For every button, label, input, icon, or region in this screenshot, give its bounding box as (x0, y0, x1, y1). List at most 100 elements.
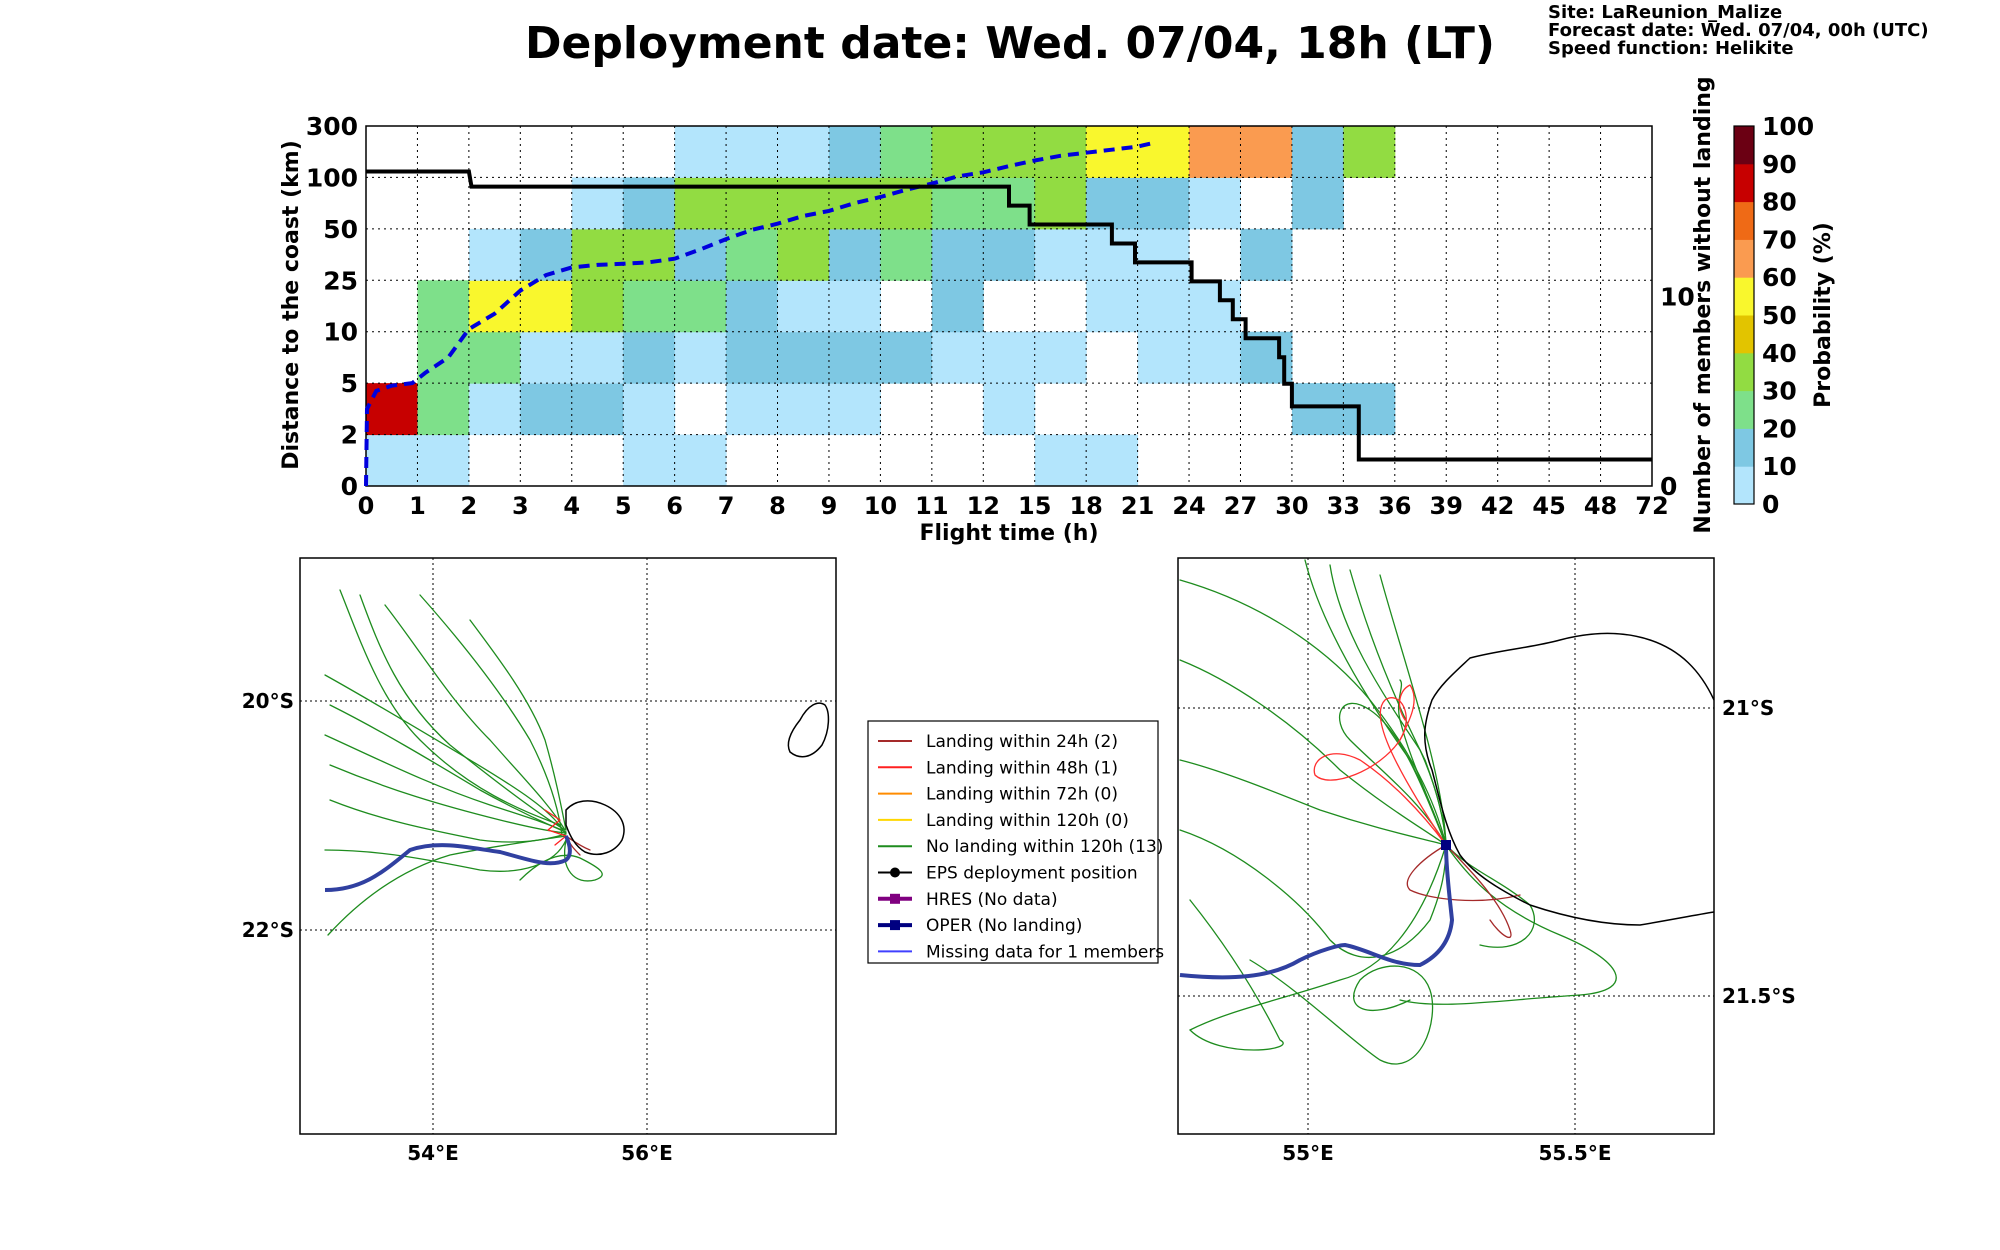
map-left-lon-label: 54°E (407, 1141, 459, 1165)
heatmap-cell (828, 228, 881, 281)
y2-tick-label: 10 (1660, 283, 1695, 312)
heatmap-cell (366, 383, 418, 436)
legend-label: OPER (No landing) (926, 916, 1082, 936)
legend-marker (890, 893, 900, 904)
y-tick-label: 25 (323, 266, 358, 295)
legend-marker (890, 920, 900, 931)
heatmap-cell (880, 228, 933, 281)
x-tick-label: 5 (615, 492, 632, 520)
map-right-deployment-marker (1441, 840, 1451, 850)
heatmap-cell (366, 434, 418, 487)
map-right-lon-label: 55°E (1282, 1141, 1334, 1165)
heatmap-cell (571, 228, 624, 281)
y2-tick-label: 0 (1660, 472, 1677, 501)
colorbar-tick-label: 20 (1762, 414, 1797, 443)
map-left-lon-label: 56°E (621, 1141, 673, 1165)
heatmap-cell (1034, 434, 1087, 487)
map-right-reunion-coastline (1424, 632, 1715, 926)
members-without-landing-line (366, 169, 1652, 462)
heatmap-cell (726, 126, 779, 178)
x-tick-label: 30 (1275, 492, 1308, 520)
heatmap-cell (1189, 126, 1241, 178)
heatmap-cell (520, 383, 573, 436)
map-left-trajectories (324, 589, 603, 936)
heatmap-cell (1034, 331, 1087, 384)
heatmap-cell (520, 228, 573, 281)
legend-label: EPS deployment position (926, 864, 1138, 884)
heatmap-cell (983, 331, 1036, 384)
legend-label: HRES (No data) (926, 890, 1058, 910)
y-tick-label: 2 (341, 421, 358, 450)
map-left-graticule (300, 558, 836, 1134)
map-right-graticule (1178, 558, 1714, 1134)
colorbar-tick-label: 90 (1762, 150, 1797, 179)
heatmap-cell (1240, 126, 1293, 178)
colorbar-bin (1734, 352, 1754, 392)
colorbar-bins (1734, 126, 1754, 505)
y2-tick-labels: 0 10 (1660, 283, 1695, 501)
y-tick-label: 100 (306, 163, 358, 192)
probability-heatmap: 0 1 2 3 4 5 6 7 8 9 10 11 12 15 18 21 24 27 30 33 36 39 42 45 48… (279, 76, 1716, 546)
heatmap-cell (777, 126, 830, 178)
colorbar-tick-label: 40 (1762, 339, 1797, 368)
x-tick-label: 24 (1172, 492, 1205, 520)
x-tick-label: 10 (864, 492, 897, 520)
heatmap-cell (623, 228, 676, 281)
heatmap-cell (726, 228, 779, 281)
x-tick-label: 12 (967, 492, 1000, 520)
heatmap-cell (777, 228, 830, 281)
y-tick-label: 0 (341, 472, 358, 501)
x-tick-label: 27 (1224, 492, 1257, 520)
heatmap-cell (1291, 383, 1344, 436)
legend-label: Missing data for 1 members (926, 942, 1164, 962)
heatmap-cell (1137, 280, 1190, 333)
legend-label: No landing within 120h (13) (926, 837, 1163, 857)
legend-marker (890, 867, 900, 878)
x-tick-label: 36 (1378, 492, 1411, 520)
map-left-lat-label: 22°S (242, 918, 294, 942)
heatmap-cell (1137, 228, 1190, 281)
map-zoom: 21°S 21.5°S 55°E 55.5°E (1177, 557, 1796, 1165)
map-right-lon-label: 55.5°E (1538, 1141, 1611, 1165)
colorbar-bin (1734, 239, 1754, 278)
heatmap-cell (417, 280, 470, 333)
x-tick-label: 4 (563, 492, 580, 520)
heatmap-cell (1343, 383, 1396, 436)
heatmap-cell (1240, 228, 1293, 281)
map-right-oper-track (1179, 844, 1455, 980)
x-tick-label: 8 (769, 492, 786, 520)
legend-label: Landing within 48h (1) (926, 758, 1118, 778)
x-tick-label: 39 (1430, 492, 1463, 520)
colorbar-bin (1734, 126, 1754, 165)
map-left-reunion-coastline (565, 800, 625, 856)
x-tick-label: 11 (915, 492, 948, 520)
heatmap-cell (983, 228, 1036, 281)
speed-function-label: Speed function: Helikite (1548, 38, 1794, 59)
page-title: Deployment date: Wed. 07/04, 18h (LT) (525, 18, 1495, 69)
colorbar-bin (1734, 277, 1754, 316)
heatmap-cell (674, 228, 727, 281)
heatmap-cell (828, 383, 881, 436)
heatmap-cell (520, 331, 573, 384)
colorbar-tick-label: 30 (1762, 377, 1797, 406)
x-tick-label: 48 (1584, 492, 1617, 520)
heatmap-cell (983, 126, 1036, 178)
colorbar-tick-labels: 0 10 20 30 40 50 60 70 80 90 100 (1762, 112, 1814, 519)
map-left-frame (299, 557, 837, 1135)
heatmap-cell (1086, 177, 1139, 230)
colorbar-bin (1734, 428, 1754, 467)
x-tick-label: 42 (1481, 492, 1514, 520)
heatmap-cell (880, 331, 933, 384)
legend-label: Landing within 24h (2) (926, 732, 1118, 752)
heatmap-cell (674, 126, 727, 178)
heatmap-cell (931, 331, 984, 384)
x-tick-label: 1 (409, 492, 426, 520)
heatmap-cell (1086, 280, 1139, 333)
map-right-lat-label: 21°S (1722, 696, 1774, 720)
heatmap-cell (520, 280, 573, 333)
x-tick-label: 0 (358, 492, 375, 520)
colorbar-frame (1733, 125, 1755, 505)
colorbar-tick-label: 60 (1762, 263, 1797, 292)
y-tick-label: 50 (323, 215, 358, 244)
map-right-frame (1177, 557, 1715, 1135)
